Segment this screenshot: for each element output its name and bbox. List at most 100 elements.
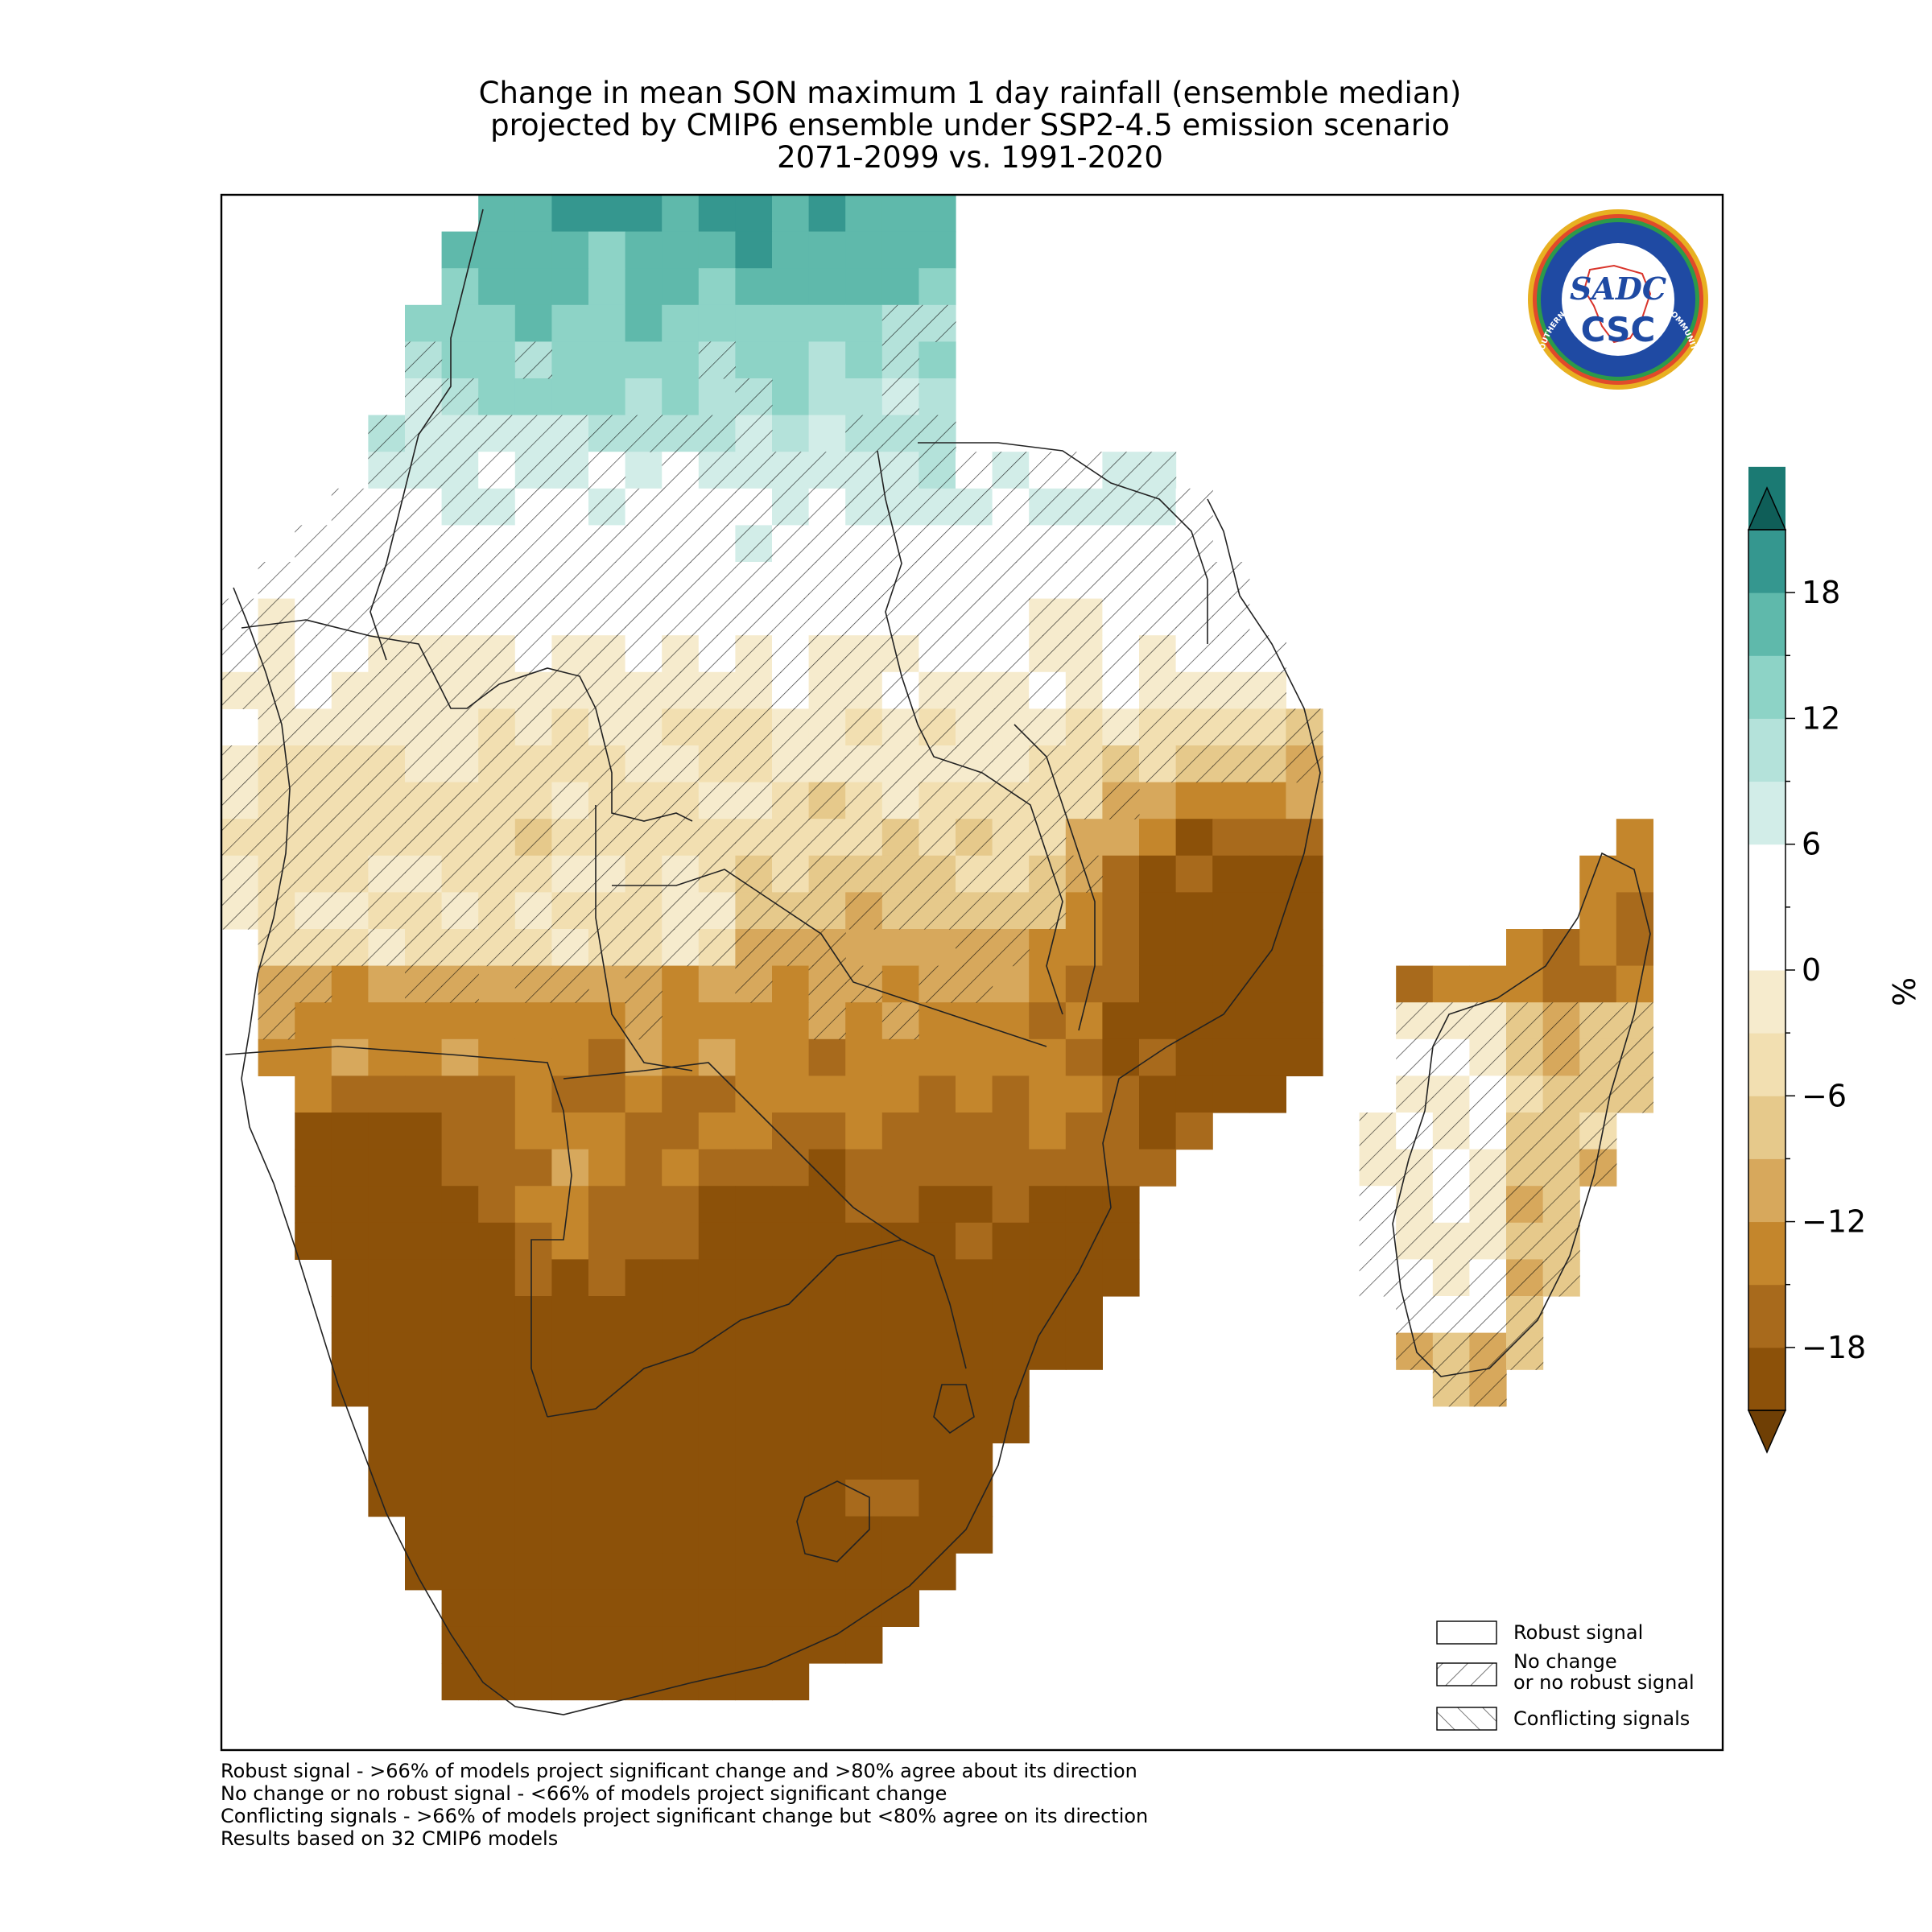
grid-cell [551, 1480, 589, 1517]
grid-cell [1102, 929, 1140, 967]
no-robust-signal-hatch [1212, 708, 1250, 746]
grid-cell [881, 1480, 919, 1517]
no-robust-signal-hatch [295, 562, 332, 600]
no-robust-signal-hatch [1212, 635, 1250, 673]
no-robust-signal-hatch [625, 488, 663, 526]
grid-cell [772, 378, 810, 416]
grid-cell [1065, 1149, 1103, 1187]
no-robust-signal-hatch [1359, 1149, 1397, 1187]
no-robust-signal-hatch [662, 452, 700, 489]
no-robust-signal-hatch [441, 452, 479, 489]
no-robust-signal-hatch [441, 708, 479, 746]
grid-cell [1102, 819, 1140, 857]
no-robust-signal-hatch [478, 708, 516, 746]
no-robust-signal-hatch [808, 452, 846, 489]
grid-cell [368, 965, 406, 1003]
grid-cell [845, 1626, 883, 1664]
grid-cell [1212, 929, 1250, 967]
no-robust-signal-hatch [881, 415, 919, 452]
grid-cell [478, 1516, 516, 1554]
grid-cell [845, 1259, 883, 1297]
grid-cell [1029, 1222, 1067, 1260]
no-robust-signal-hatch [441, 782, 479, 819]
grid-cell [1065, 1113, 1103, 1150]
grid-cell [845, 1406, 883, 1443]
grid-cell [1175, 1075, 1213, 1113]
no-robust-signal-hatch [331, 819, 369, 857]
grid-cell [808, 1113, 846, 1150]
grid-cell [551, 1038, 589, 1076]
grid-cell [514, 268, 552, 306]
grid-cell [992, 1038, 1030, 1076]
grid-cell [368, 1038, 406, 1076]
no-robust-signal-hatch [258, 965, 295, 1003]
grid-cell [368, 1149, 406, 1187]
grid-cell [845, 378, 883, 416]
grid-cell [1249, 1038, 1286, 1076]
no-robust-signal-hatch [808, 562, 846, 600]
border-zambia-zimbabwe [612, 869, 1047, 1047]
no-robust-signal-hatch [956, 855, 993, 893]
no-robust-signal-hatch [331, 782, 369, 819]
grid-cell [662, 1149, 700, 1187]
grid-cell [735, 1186, 773, 1224]
grid-cell [331, 1332, 369, 1370]
grid-cell [919, 1406, 956, 1443]
grid-cell [919, 1296, 956, 1334]
no-robust-signal-hatch [881, 488, 919, 526]
no-robust-signal-hatch [735, 488, 773, 526]
no-robust-signal-hatch [405, 452, 443, 489]
grid-cell [1029, 1002, 1067, 1040]
grid-cell [845, 1369, 883, 1407]
no-robust-signal-hatch [551, 415, 589, 452]
no-robust-signal-hatch [1286, 745, 1323, 783]
no-robust-signal-hatch [258, 892, 295, 930]
grid-cell [881, 1075, 919, 1113]
grid-cell [514, 1332, 552, 1370]
no-robust-signal-hatch [881, 525, 919, 563]
grid-cell [735, 1480, 773, 1517]
no-robust-signal-hatch [735, 819, 773, 857]
no-robust-signal-hatch [1506, 1186, 1544, 1224]
grid-cell [295, 1149, 332, 1187]
no-robust-signal-hatch [1175, 708, 1213, 746]
grid-cell [588, 1626, 626, 1664]
grid-cell [331, 1149, 369, 1187]
legend-nochange-swatch [1436, 1662, 1497, 1686]
border-namibia [225, 1046, 572, 1418]
grid-cell [845, 304, 883, 342]
grid-cell [551, 268, 589, 306]
grid-cell [368, 1075, 406, 1113]
no-robust-signal-hatch [845, 819, 883, 857]
grid-cell [368, 1222, 406, 1260]
no-robust-signal-hatch [1469, 1332, 1507, 1370]
no-robust-signal-hatch [662, 598, 700, 636]
no-robust-signal-hatch [625, 1002, 663, 1040]
grid-cell [1139, 1075, 1177, 1113]
grid-cell [919, 1149, 956, 1187]
grid-cell [405, 1002, 443, 1040]
grid-cell [1286, 855, 1323, 893]
grid-cell [735, 1222, 773, 1260]
grid-cell [588, 231, 626, 269]
no-robust-signal-hatch [735, 562, 773, 600]
grid-cell [881, 1516, 919, 1554]
no-robust-signal-hatch [1139, 671, 1177, 709]
grid-cell [881, 195, 919, 233]
grid-cell [514, 1626, 552, 1664]
no-robust-signal-hatch [405, 708, 443, 746]
no-robust-signal-hatch [514, 525, 552, 563]
grid-cell [956, 1149, 993, 1187]
grid-cell [1065, 1186, 1103, 1224]
colorbar-segment [1748, 1033, 1785, 1096]
no-robust-signal-hatch [441, 819, 479, 857]
no-robust-signal-hatch [221, 819, 259, 857]
no-robust-signal-hatch [1542, 1075, 1580, 1113]
no-robust-signal-hatch [1065, 635, 1103, 673]
grid-cell [295, 1075, 332, 1113]
no-robust-signal-hatch [1616, 1038, 1653, 1076]
no-robust-signal-hatch [1175, 562, 1213, 600]
grid-cell [881, 1149, 919, 1187]
no-robust-signal-hatch [735, 929, 773, 967]
grid-cell [1249, 1002, 1286, 1040]
